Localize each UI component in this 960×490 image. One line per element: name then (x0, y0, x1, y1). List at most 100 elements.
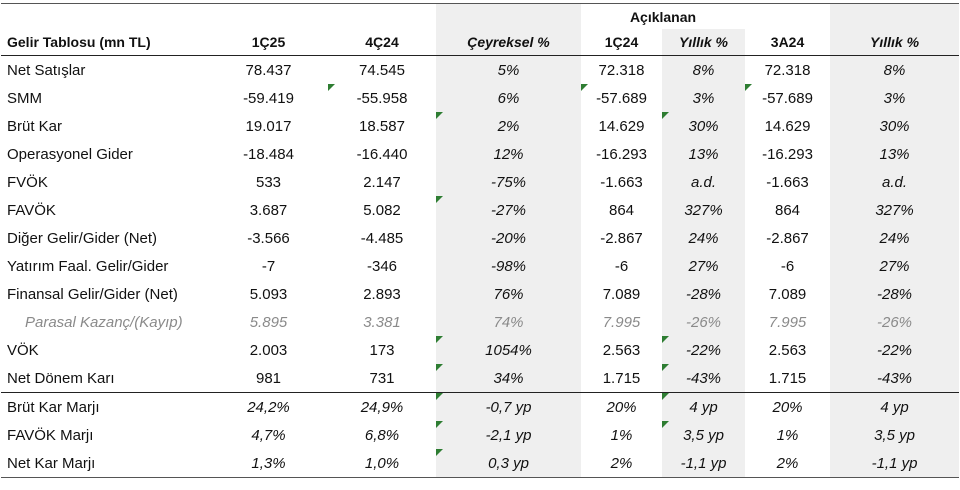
cell: -16.293 (762, 145, 813, 163)
cell: 6,8% (364, 426, 400, 444)
table-row: Net Kar Marjı 1,3% 1,0% 0,3 yp 2% -1,1 y… (1, 449, 960, 478)
cell: 327% (662, 196, 746, 224)
cell: -346 (366, 257, 398, 275)
cell: 24% (662, 224, 746, 252)
cell: 34% (436, 364, 581, 393)
cell: 4 yp (662, 392, 746, 421)
cell: a.d. (662, 168, 746, 196)
income-statement-table: Açıklanan Gelir Tablosu (mn TL) 1Ç25 4Ç2… (1, 3, 960, 478)
cell: -1,1 yp (662, 449, 746, 478)
cell: -2.867 (600, 229, 643, 247)
comment-flag-icon (436, 421, 443, 428)
cell: 7.995 (768, 313, 807, 331)
cell: 3% (830, 84, 960, 112)
cell: -57.689 (581, 84, 662, 112)
cell: -16.440 (356, 145, 408, 163)
cell: -27% (436, 196, 581, 224)
cell: 4 yp (830, 392, 960, 421)
cell: -43% (662, 364, 746, 393)
cell: -22% (830, 336, 960, 364)
table-row: Finansal Gelir/Gider (Net) 5.093 2.893 7… (1, 280, 960, 308)
cell: 533 (255, 173, 282, 191)
comment-flag-icon (328, 84, 335, 91)
row-label: Yatırım Faal. Gelir/Gider (7, 257, 169, 275)
cell: 2% (436, 112, 581, 140)
cell: -6 (780, 257, 795, 275)
row-label: FAVÖK Marjı (7, 426, 94, 444)
cell: 7.089 (768, 285, 807, 303)
cell: 3,5 yp (662, 421, 746, 449)
cell: -98% (436, 252, 581, 280)
cell: 8% (662, 55, 746, 84)
cell: 981 (209, 364, 328, 393)
cell: 3,5 yp (830, 421, 960, 449)
cell: -57.689 (745, 84, 830, 112)
table-row-sub: Parasal Kazanç/(Kayıp) 5.895 3.381 74% 7… (1, 308, 960, 336)
row-label: FAVÖK (7, 201, 56, 219)
row-label: Parasal Kazanç/(Kayıp) (25, 313, 183, 331)
row-label: SMM (7, 89, 42, 107)
cell: -2,1 yp (436, 421, 581, 449)
cell: 20% (772, 398, 803, 416)
cell: 12% (436, 140, 581, 168)
comment-flag-icon (662, 336, 669, 343)
cell: 18.587 (359, 117, 405, 135)
row-label: Brüt Kar (7, 117, 63, 135)
comment-flag-icon (581, 84, 588, 91)
cell: 0,3 yp (436, 449, 581, 478)
cell: 1.715 (581, 364, 662, 393)
comment-flag-icon (662, 112, 669, 119)
cell: -75% (436, 168, 581, 196)
cell: 1054% (436, 336, 581, 364)
cell: 1% (610, 426, 633, 444)
cell: 173 (369, 341, 395, 359)
comment-flag-icon (745, 84, 753, 91)
cell: -0,7 yp (436, 392, 581, 421)
cell: 2.563 (768, 341, 807, 359)
row-label: Operasyonel Gider (7, 145, 133, 163)
col-header-1q25: 1Ç25 (209, 29, 328, 56)
table-row: VÖK 2.003 173 1054% 2.563 -22% 2.563 -22… (1, 336, 960, 364)
cell: 13% (830, 140, 960, 168)
table-row: FVÖK 533 2.147 -75% -1.663 a.d. -1.663 a… (1, 168, 960, 196)
table-row: Operasyonel Gider -18.484 -16.440 12% -1… (1, 140, 960, 168)
table-row: Diğer Gelir/Gider (Net) -3.566 -4.485 -2… (1, 224, 960, 252)
cell: 864 (775, 201, 801, 219)
cell: 78.437 (245, 61, 292, 79)
cell: 24% (830, 224, 960, 252)
comment-flag-icon (436, 196, 443, 203)
table-row: Yatırım Faal. Gelir/Gider -7 -346 -98% -… (1, 252, 960, 280)
table-row: Net Dönem Karı 981 731 34% 1.715 -43% 1.… (1, 364, 960, 393)
cell: 7.089 (602, 285, 641, 303)
cell: 327% (830, 196, 960, 224)
col-header-4q24: 4Ç24 (328, 29, 436, 56)
comment-flag-icon (662, 421, 669, 428)
row-label: Diğer Gelir/Gider (Net) (7, 229, 158, 247)
table-row: Brüt Kar 19.017 18.587 2% 14.629 30% 14.… (1, 112, 960, 140)
cell: -7 (261, 257, 276, 275)
cell: 14.629 (598, 117, 645, 135)
cell: 2% (745, 449, 831, 478)
row-label: VÖK (7, 341, 39, 359)
cell: -55.958 (328, 84, 436, 112)
table-row: FAVÖK 3.687 5.082 -27% 864 327% 864 327% (1, 196, 960, 224)
cell: -20% (436, 224, 581, 252)
cell: -26% (830, 308, 960, 336)
cell: 2.003 (249, 341, 288, 359)
cell: 7.995 (602, 313, 641, 331)
cell: 8% (830, 55, 960, 84)
comment-flag-icon (436, 336, 443, 343)
comment-flag-icon (436, 393, 443, 400)
cell: 30% (830, 112, 960, 140)
cell: -1,1 yp (830, 449, 960, 478)
cell: 20% (606, 398, 637, 416)
row-label: Brüt Kar Marjı (7, 398, 100, 416)
cell: -1.663 (766, 173, 809, 191)
cell: 3.687 (249, 201, 288, 219)
cell: 24,9% (360, 398, 404, 416)
cell: -2.867 (766, 229, 809, 247)
cell: 4,7% (251, 426, 286, 444)
comment-flag-icon (662, 393, 669, 400)
cell: 2% (581, 449, 662, 478)
col-header-3a24: 3A24 (745, 29, 831, 56)
